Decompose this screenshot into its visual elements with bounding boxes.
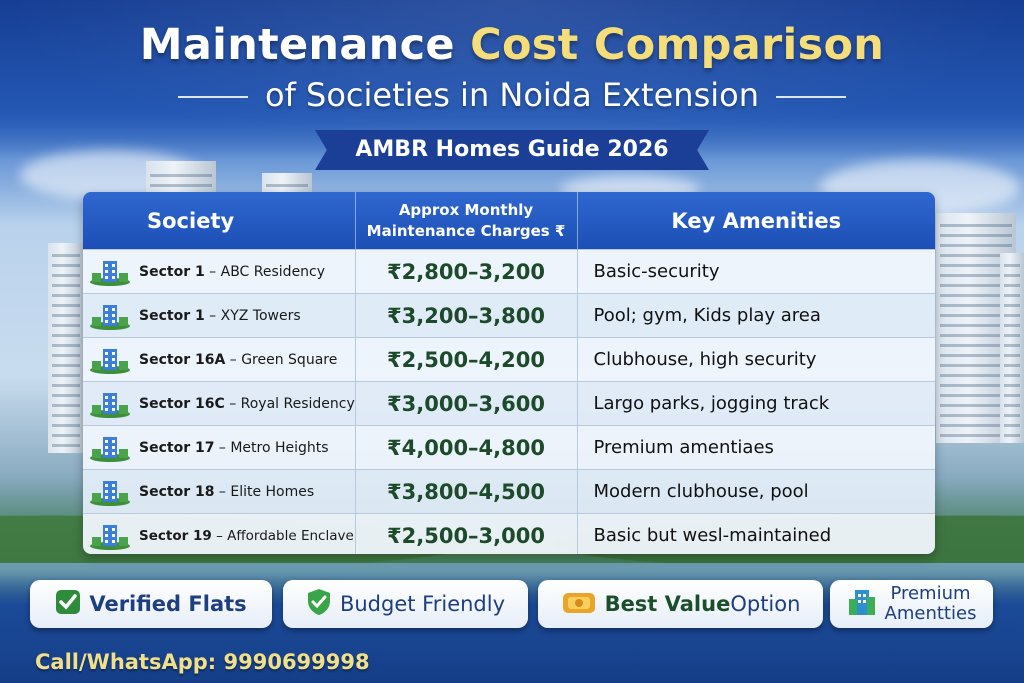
- table-header-row: Society Approx Monthly Maintenance Charg…: [83, 192, 935, 250]
- column-header-charges: Approx Monthly Maintenance Charges ₹: [355, 192, 578, 250]
- building-icon: [89, 346, 131, 374]
- title-main: Maintenance: [139, 20, 455, 70]
- check-icon: [55, 589, 81, 620]
- society-sector: Sector 16C: [139, 395, 225, 412]
- maintenance-cost-cell: ₹3,800–4,500: [355, 469, 578, 514]
- maintenance-cost-cell: ₹3,200–3,800: [355, 293, 578, 338]
- building: [48, 243, 84, 453]
- badge-label-two-line: Premium Amentties: [885, 584, 977, 624]
- badge-best-value: Best Value Option: [538, 580, 823, 628]
- society-name: – Affordable Enclave: [216, 527, 354, 544]
- badge-premium-amenities: Premium Amentties: [830, 580, 993, 628]
- badge-label: Budget Friendly: [339, 592, 506, 616]
- society-cell: Sector 16A – Green Square: [83, 337, 356, 382]
- society-cell: Sector 1 – ABC Residency: [83, 249, 356, 294]
- subtitle-rule-right: [776, 96, 846, 98]
- building: [1000, 253, 1024, 443]
- column-header-society: Society: [83, 192, 356, 250]
- guide-ribbon: AMBR Homes Guide 2026: [315, 130, 709, 170]
- building: [936, 213, 1016, 443]
- table-row: Sector 19 – Affordable Enclave ₹2,500–3,0…: [83, 513, 935, 554]
- badge-label-line1: Premium: [890, 583, 971, 604]
- society-name: – XYZ Towers: [209, 307, 301, 324]
- title-accent: Cost Comparison: [470, 20, 885, 70]
- amenities-cell: Modern clubhouse, pool: [577, 469, 935, 514]
- society-name: – Royal Residency: [229, 395, 355, 412]
- maintenance-cost-cell: ₹3,000–3,600: [355, 381, 578, 426]
- building-icon: [89, 522, 131, 550]
- maintenance-cost-cell: ₹2,800–3,200: [355, 249, 578, 294]
- amenities-cell: Pool; gym, Kids play area: [577, 293, 935, 338]
- society-cell: Sector 16C – Royal Residency: [83, 381, 356, 426]
- page-subtitle: of Societies in Noida Extension: [265, 76, 759, 114]
- subtitle-rule-left: [178, 96, 248, 98]
- society-cell: Sector 19 – Affordable Enclave: [83, 513, 356, 554]
- comparison-table: Society Approx Monthly Maintenance Charg…: [83, 192, 935, 554]
- building-icon: [847, 587, 877, 622]
- building-icon: [89, 434, 131, 462]
- society-sector: Sector 16A: [139, 351, 226, 368]
- badge-label-line2: Amentties: [884, 603, 977, 624]
- amenities-cell: Clubhouse, high security: [577, 337, 935, 382]
- badge-label-rest: Option: [730, 592, 801, 616]
- society-sector: Sector 17: [139, 439, 215, 456]
- society-sector: Sector 18: [139, 483, 215, 500]
- contact-phone: Call/WhatsApp: 9990699998: [35, 650, 370, 674]
- charges-header-line2: Maintenance Charges ₹: [366, 221, 566, 240]
- coin-icon: [561, 589, 597, 620]
- society-sector: Sector 19: [139, 527, 212, 544]
- table-row: Sector 16A – Green Square ₹2,500–4,200 Clu…: [83, 337, 935, 382]
- maintenance-cost-cell: ₹4,000–4,800: [355, 425, 578, 470]
- badge-budget-friendly: Budget Friendly: [283, 580, 528, 628]
- building-icon: [89, 258, 131, 286]
- building-icon: [89, 478, 131, 506]
- society-name: – ABC Residency: [209, 263, 326, 280]
- society-name: – Green Square: [229, 351, 338, 368]
- amenities-cell: Largo parks, jogging track: [577, 381, 935, 426]
- badge-verified-flats: Verified Flats: [30, 580, 272, 628]
- badge-label-bold: Best Value: [604, 592, 731, 616]
- society-sector: Sector 1: [139, 263, 205, 280]
- maintenance-cost-cell: ₹2,500–4,200: [355, 337, 578, 382]
- amenities-cell: Premium amentiaes: [577, 425, 935, 470]
- shield-check-icon: [306, 588, 332, 621]
- society-name: – Metro Heights: [218, 439, 329, 456]
- table-row: Sector 17 – Metro Heights ₹4,000–4,800 Pre…: [83, 425, 935, 470]
- amenities-cell: Basic but wesl-maintained: [577, 513, 935, 554]
- column-header-amenities: Key Amenities: [577, 192, 935, 250]
- society-cell: Sector 17 – Metro Heights: [83, 425, 356, 470]
- society-sector: Sector 1: [139, 307, 205, 324]
- society-name: – Elite Homes: [218, 483, 315, 500]
- charges-header-line1: Approx Monthly: [398, 200, 534, 219]
- society-cell: Sector 18 – Elite Homes: [83, 469, 356, 514]
- table-row: Sector 1 – ABC Residency ₹2,800–3,200 Basi…: [83, 249, 935, 294]
- table-row: Sector 18 – Elite Homes ₹3,800–4,500 Moder…: [83, 469, 935, 514]
- building-icon: [89, 390, 131, 418]
- badge-label: Verified Flats: [89, 592, 247, 616]
- building-icon: [89, 302, 131, 330]
- page-title: Maintenance Cost Comparison: [0, 20, 1024, 70]
- maintenance-cost-cell: ₹2,500–3,000: [355, 513, 578, 554]
- table-row: Sector 16C – Royal Residency ₹3,000–3,600…: [83, 381, 935, 426]
- amenities-cell: Basic-security: [577, 249, 935, 294]
- table-row: Sector 1 – XYZ Towers ₹3,200–3,800 Pool; g…: [83, 293, 935, 338]
- society-cell: Sector 1 – XYZ Towers: [83, 293, 356, 338]
